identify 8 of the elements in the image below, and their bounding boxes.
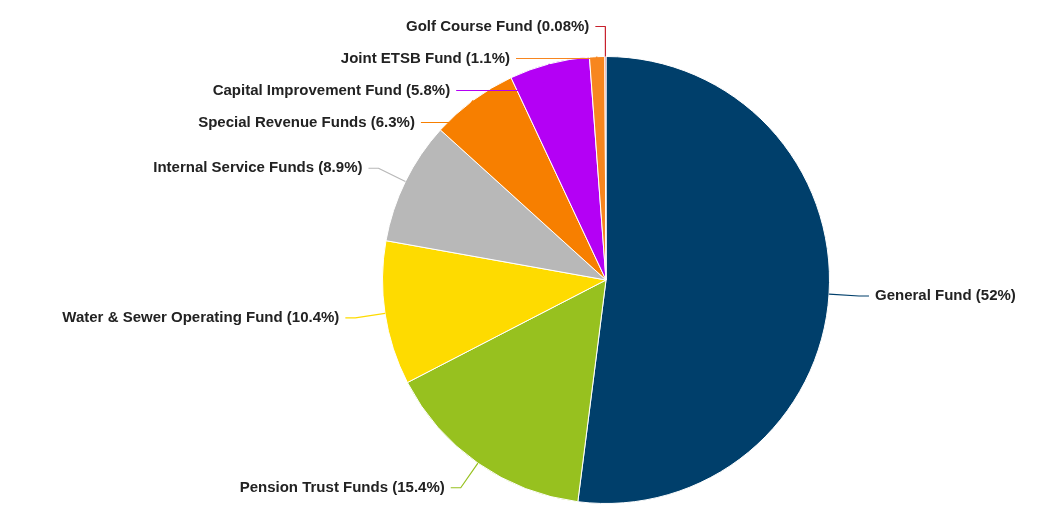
slice-label: Special Revenue Funds (6.3%) [198, 112, 415, 130]
slice-label: Capital Improvement Fund (5.8%) [212, 80, 451, 98]
slice-label: Golf Course Fund (0.08%) [406, 16, 590, 34]
slice-label: Water & Sewer Operating Fund (10.4%) [62, 307, 340, 325]
slice-label: General Fund (52%) [874, 286, 1016, 304]
slice-label: Internal Service Funds (8.9%) [153, 158, 363, 176]
slice-label: Joint ETSB Fund (1.1%) [340, 48, 511, 66]
slice-label: Pension Trust Funds (15.4%) [239, 477, 445, 495]
